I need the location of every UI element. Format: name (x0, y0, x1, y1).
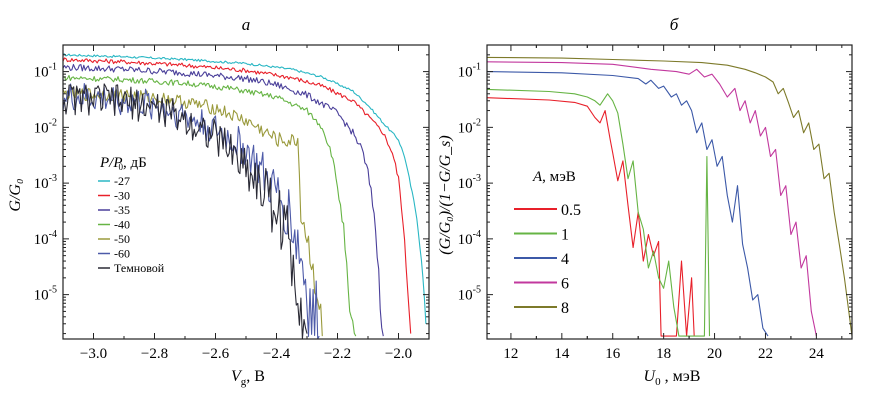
legend-title-main: P/P (99, 155, 123, 171)
x-label-main: U (644, 368, 657, 385)
legend-label: -27 (114, 174, 130, 188)
svg-text:A, мэВ: A, мэВ (532, 169, 576, 185)
y-tick-label: 10-1 (458, 62, 481, 81)
series-line-0.5 (487, 97, 695, 337)
legend-item: Темновой (98, 261, 165, 275)
legend-label: 1 (561, 227, 569, 244)
x-tick-label: 16 (605, 346, 621, 362)
series-line-8 (487, 56, 852, 337)
panel-a-y-label: G/G₀ (7, 178, 24, 211)
y-tick-label: 10-1 (34, 62, 57, 81)
legend-label: -40 (114, 218, 130, 232)
legend-item: -60 (98, 247, 130, 261)
legend-title-sub: 0 (119, 162, 124, 172)
panel-b-x-ticks: 12 14 16 18 20 22 24 (503, 45, 843, 362)
legend-label: 8 (561, 300, 569, 317)
y-tick-label: 10-3 (34, 173, 57, 192)
legend-item: -35 (98, 203, 130, 217)
x-tick-label: −3.0 (80, 346, 107, 362)
series-line--40 (63, 74, 357, 337)
x-tick-label: 14 (554, 346, 570, 362)
legend-item: 8 (514, 300, 569, 317)
series-line-6 (487, 61, 817, 337)
legend-title-unit: , дБ (123, 155, 147, 171)
x-tick-label: 24 (809, 346, 825, 362)
panel-b-frame (486, 44, 853, 340)
y-label: G/G₀ (7, 178, 24, 211)
panel-a-x-label: Vg, В (231, 368, 265, 388)
panel-b-series (487, 56, 852, 337)
legend-label: -60 (114, 247, 130, 261)
x-label-unit: , В (246, 368, 265, 385)
panel-b-x-label: U0 , мэВ (644, 368, 701, 388)
x-tick-label: 12 (503, 346, 518, 362)
legend-label: 6 (561, 276, 569, 293)
x-tick-label: −2.4 (263, 346, 291, 362)
y-tick-label: 10-5 (34, 285, 57, 304)
series-line-1 (487, 88, 711, 337)
y-tick-label: 10-5 (458, 285, 481, 304)
panel-b: б 12 14 16 18 20 22 24 10-110-210-310-410-5 U0… (437, 15, 853, 388)
x-label-main: V (231, 368, 243, 385)
x-tick-label: −2.0 (385, 346, 412, 362)
panel-b-y-ticks: 10-1 10-2 10-3 10-4 10-5 (458, 54, 852, 335)
series-line--50 (63, 86, 323, 337)
legend-item: 1 (514, 227, 569, 244)
x-tick-label: 18 (656, 346, 671, 362)
x-label-sub: 0 (655, 376, 661, 388)
series-line-xxxxxxxx (63, 83, 308, 339)
x-tick-label: −2.6 (202, 346, 230, 362)
y-tick-label: 10-2 (34, 117, 57, 136)
y-tick-label: 10-4 (34, 229, 57, 248)
legend-label: 0.5 (561, 202, 581, 219)
legend-label: -35 (114, 203, 130, 217)
panel-a-y-ticks: 10-1 10-2 10-3 10-4 10-5 (34, 54, 429, 335)
legend-label: -50 (114, 232, 130, 246)
legend-label: Темновой (114, 261, 165, 275)
legend-label: -30 (114, 189, 130, 203)
svg-text:U0 , мэВ: U0 , мэВ (644, 368, 701, 388)
legend-item: -50 (98, 232, 130, 246)
series-line--30 (63, 57, 412, 334)
x-tick-label: 22 (758, 346, 773, 362)
x-label-unit: , мэВ (661, 368, 701, 385)
legend-item: 0.5 (514, 202, 581, 219)
series-line--27 (63, 53, 427, 324)
series-line-4 (487, 71, 769, 337)
svg-text:Vg, В: Vg, В (231, 368, 265, 388)
legend-item: 4 (514, 251, 569, 268)
y-tick-label: 10-4 (458, 229, 481, 248)
legend-item: -40 (98, 218, 130, 232)
panel-b-legend: A, мэВ 0.5 1 4 6 8 (514, 169, 581, 317)
x-tick-label: −2.8 (141, 346, 168, 362)
series-line--35 (63, 63, 384, 337)
y-tick-label: 10-3 (458, 173, 481, 192)
y-label: (G/G₀)/(1−G/G_s) (437, 135, 454, 254)
panel-b-y-label: (G/G₀)/(1−G/G_s) (437, 135, 454, 254)
legend-item: -27 (98, 174, 130, 188)
x-label-sub: g (241, 376, 247, 388)
panel-a: a −3.0 −2.8 −2.6 −2.4 −2.2 −2.0 10-110-210-31… (7, 15, 430, 388)
panel-a-title: a (242, 15, 251, 34)
panel-a-series (63, 53, 427, 339)
legend-label: 4 (561, 251, 569, 268)
legend-title-main: A (532, 169, 543, 185)
panel-b-title: б (670, 15, 679, 34)
legend-item: 6 (514, 276, 569, 293)
y-tick-label: 10-2 (458, 117, 481, 136)
panel-a-x-ticks: −3.0 −2.8 −2.6 −2.4 −2.2 −2.0 (80, 45, 412, 362)
x-tick-label: −2.2 (324, 346, 351, 362)
x-tick-label: 20 (707, 346, 722, 362)
legend-item: -30 (98, 189, 130, 203)
legend-title-unit: , мэВ (542, 169, 576, 185)
svg-text:P/P0, дБ: P/P0, дБ (99, 155, 147, 172)
